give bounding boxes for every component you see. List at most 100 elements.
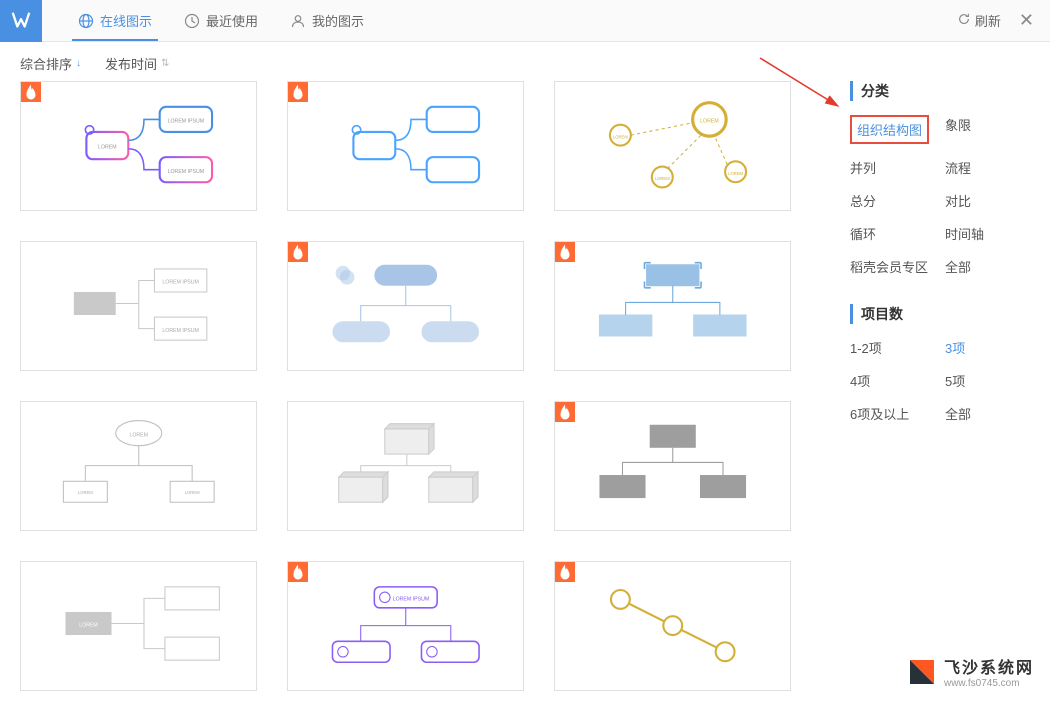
thumbnail-svg [567,568,779,683]
template-card[interactable] [287,401,524,531]
thumbnail-svg: LOREM IPSUM [300,568,512,683]
template-card[interactable] [287,241,524,371]
svg-text:LOREM: LOREM [98,145,117,151]
close-icon[interactable]: ✕ [1019,10,1034,31]
thumbnail-svg: LOREM IPSUM LOREM IPSUM [33,248,245,363]
thumbnail-svg [567,408,779,523]
thumbnail-svg: LOREM LOREM IPSUM LOREM IPSUM [33,88,245,203]
tab-label: 在线图示 [100,11,152,30]
itemcount-link[interactable]: 4项 [850,371,935,390]
watermark-url: www.fs0745.com [944,678,1034,689]
template-card[interactable] [554,561,791,691]
thumbnail-svg: LOREM LOREM LOREM LOREM [567,88,779,203]
user-icon [290,13,306,29]
refresh-label: 刷新 [975,11,1001,30]
tab-online[interactable]: 在线图示 [62,0,168,41]
svg-text:LOREM: LOREM [655,177,670,182]
watermark: 飞沙系统网 www.fs0745.com [908,654,1034,689]
gallery-row: LOREM LOREM IPSUM [20,561,810,691]
itemcount-section: 项目数 1-2项 3项 4项 5项 6项及以上全部 [850,304,1030,423]
globe-icon [78,13,94,29]
category-link[interactable]: 全部 [945,257,1030,276]
sort-neutral-icon: ⇅ [161,58,169,69]
itemcount-link[interactable]: 3项 [945,338,1030,357]
template-card[interactable]: LOREM IPSUM [287,561,524,691]
hot-badge-icon [555,402,575,422]
categories-title: 分类 [850,81,1030,101]
itemcount-link[interactable]: 6项及以上 [850,404,935,423]
svg-text:LOREM IPSUM: LOREM IPSUM [167,119,204,125]
template-card[interactable] [287,81,524,211]
gallery-row: LOREM LOREM IPSUM LOREM IPSUM LOREM LORE… [20,81,810,211]
sort-publish-time[interactable]: 发布时间 ⇅ [105,54,169,73]
category-link[interactable]: 并列 [850,158,935,177]
tab-mine[interactable]: 我的图示 [274,0,380,41]
gallery-row: LOREM IPSUM LOREM IPSUM [20,241,810,371]
header-right: 刷新 ✕ [957,10,1050,31]
history-icon [184,13,200,29]
template-card[interactable]: LOREM [20,561,257,691]
sidebar: 分类 组织结构图象限并列流程总分对比循环时间轴稻壳会员专区全部 项目数 1-2项… [830,81,1050,721]
category-link[interactable]: 循环 [850,224,935,243]
svg-text:LOREM: LOREM [613,135,628,140]
gallery: LOREM LOREM IPSUM LOREM IPSUM LOREM LORE… [0,81,830,721]
thumbnail-svg [300,88,512,203]
template-card[interactable] [554,241,791,371]
template-card[interactable]: LOREM IPSUM LOREM IPSUM [20,241,257,371]
itemcount-link[interactable]: 5项 [945,371,1030,390]
sort-desc-icon: ↓ [76,58,81,69]
category-link[interactable]: 象限 [945,115,1030,144]
refresh-button[interactable]: 刷新 [957,11,1001,30]
template-card[interactable]: LOREM LOREM LOREM LOREM [554,81,791,211]
thumbnail-svg: LOREM LOREM LOREM [33,408,245,523]
svg-text:LOREM: LOREM [728,171,743,176]
template-card[interactable]: LOREM LOREM LOREM [20,401,257,531]
hot-badge-icon [288,242,308,262]
sort-label: 综合排序 [20,54,72,73]
svg-text:LOREM: LOREM [129,433,148,439]
watermark-title: 飞沙系统网 [944,654,1034,678]
category-link[interactable]: 总分 [850,191,935,210]
hot-badge-icon [555,242,575,262]
category-link[interactable]: 流程 [945,158,1030,177]
thumbnail-svg [300,248,512,363]
template-card[interactable] [554,401,791,531]
categories-grid: 组织结构图象限并列流程总分对比循环时间轴稻壳会员专区全部 [850,115,1030,276]
gallery-row: LOREM LOREM LOREM [20,401,810,531]
refresh-icon [957,12,971,29]
category-link[interactable]: 组织结构图 [850,115,935,144]
hot-badge-icon [555,562,575,582]
thumbnail-svg [300,408,512,523]
template-card[interactable]: LOREM LOREM IPSUM LOREM IPSUM [20,81,257,211]
sort-label: 发布时间 [105,54,157,73]
categories-section: 分类 组织结构图象限并列流程总分对比循环时间轴稻壳会员专区全部 [850,81,1030,276]
category-link[interactable]: 时间轴 [945,224,1030,243]
svg-text:LOREM IPSUM: LOREM IPSUM [392,597,429,603]
hot-badge-icon [288,82,308,102]
hot-badge-icon [288,562,308,582]
hot-badge-icon [21,82,41,102]
main: LOREM LOREM IPSUM LOREM IPSUM LOREM LORE… [0,81,1050,721]
svg-text:LOREM IPSUM: LOREM IPSUM [167,169,204,175]
tab-recent[interactable]: 最近使用 [168,0,274,41]
svg-text:LOREM: LOREM [79,623,98,629]
svg-text:LOREM: LOREM [700,119,719,125]
itemcount-grid: 1-2项 3项 4项 5项 6项及以上全部 [850,338,1030,423]
watermark-logo-icon [908,658,936,686]
thumbnail-svg: LOREM [33,568,245,683]
header: 在线图示 最近使用 我的图示 刷新 ✕ [0,0,1050,42]
sort-comprehensive[interactable]: 综合排序 ↓ [20,54,81,73]
tab-label: 最近使用 [206,11,258,30]
thumbnail-svg [567,248,779,363]
app-logo [0,0,42,42]
svg-text:LOREM IPSUM: LOREM IPSUM [162,328,199,334]
itemcount-link[interactable]: 1-2项 [850,338,935,357]
itemcount-title: 项目数 [850,304,1030,324]
svg-text:LOREM IPSUM: LOREM IPSUM [162,280,199,286]
svg-text:LOREM: LOREM [78,490,93,495]
sort-bar: 综合排序 ↓ 发布时间 ⇅ [0,42,1050,81]
itemcount-link[interactable]: 全部 [945,404,1030,423]
category-link[interactable]: 对比 [945,191,1030,210]
category-link[interactable]: 稻壳会员专区 [850,257,935,276]
tab-label: 我的图示 [312,11,364,30]
